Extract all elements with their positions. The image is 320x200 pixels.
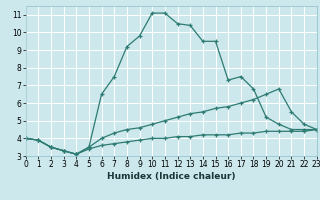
X-axis label: Humidex (Indice chaleur): Humidex (Indice chaleur) (107, 172, 236, 181)
